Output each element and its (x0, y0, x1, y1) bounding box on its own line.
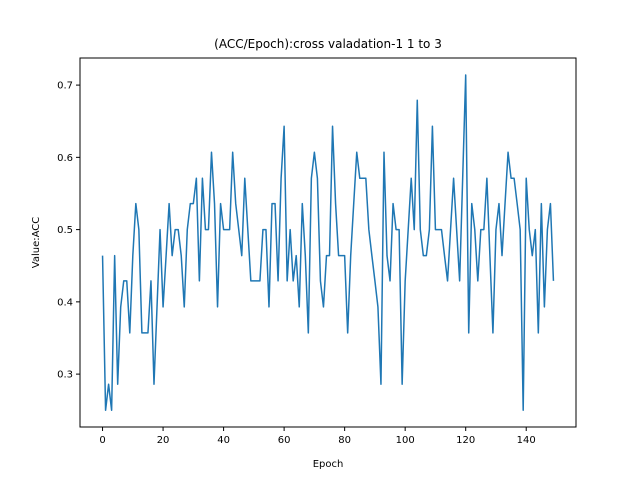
series-line (101, 74, 555, 411)
plot-layer (101, 74, 555, 411)
plot-frame (79, 57, 577, 428)
chart-title: (ACC/Epoch):cross valadation-1 1 to 3 (214, 37, 442, 51)
y-axis-label: Value:ACC (31, 217, 42, 268)
x-axis-label: Epoch (313, 459, 344, 470)
x-axis: 0 20 40 60 80 100 120 140 (99, 427, 536, 446)
y-tick-label: 0.4 (57, 297, 73, 308)
y-tick-label: 0.5 (57, 225, 73, 236)
y-tick-label: 0.3 (57, 370, 73, 381)
x-tick-label: 100 (396, 435, 415, 446)
y-axis: 0.3 0.4 0.5 0.6 0.7 (57, 81, 80, 381)
x-tick-label: 20 (157, 435, 170, 446)
x-tick-label: 40 (217, 435, 230, 446)
x-tick-label: 140 (517, 435, 536, 446)
x-tick-label: 120 (456, 435, 475, 446)
y-tick-label: 0.6 (57, 153, 73, 164)
y-tick-label: 0.7 (57, 81, 73, 92)
x-tick-label: 80 (338, 435, 351, 446)
x-tick-label: 60 (278, 435, 291, 446)
x-tick-label: 0 (99, 435, 105, 446)
